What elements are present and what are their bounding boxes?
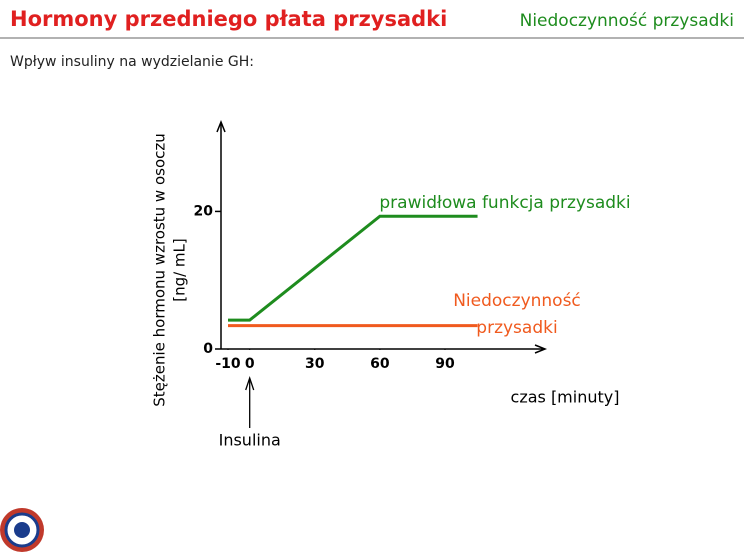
logo xyxy=(0,508,44,552)
series-line xyxy=(228,214,478,322)
y-tick-label: 20 xyxy=(194,203,214,219)
section-title: Niedoczynność przysadki xyxy=(520,11,734,31)
y-axis-label-line: [ng/ mL] xyxy=(171,238,189,302)
x-tick-label: 90 xyxy=(435,356,455,372)
series-label: prawidłowa funkcja przysadki xyxy=(379,193,630,213)
y-tick-label: 0 xyxy=(203,341,213,357)
slide-title: Hormony przedniego płata przysadki xyxy=(10,7,447,31)
x-axis-label: czas [minuty] xyxy=(511,388,620,407)
y-axis-label-line: Stężenie hormonu wzrostu w osoczu xyxy=(151,133,169,407)
subtitle: Wpływ insuliny na wydzielanie GH: xyxy=(10,54,254,70)
y-arrow xyxy=(216,119,226,133)
x-tick-label: -10 xyxy=(215,356,241,372)
x-tick-label: 0 xyxy=(245,356,255,372)
annotation-arrowhead xyxy=(245,375,255,391)
x-arrow xyxy=(534,344,548,354)
series-label: Niedoczynność xyxy=(453,291,581,311)
y-axis-label: Stężenie hormonu wzrostu w osoczu [ng/ mL… xyxy=(151,133,189,407)
x-tick-label: 30 xyxy=(305,356,325,372)
x-tick-label: 60 xyxy=(370,356,390,372)
annotation: Insulina xyxy=(219,431,281,450)
series-label: przysadki xyxy=(476,318,557,338)
